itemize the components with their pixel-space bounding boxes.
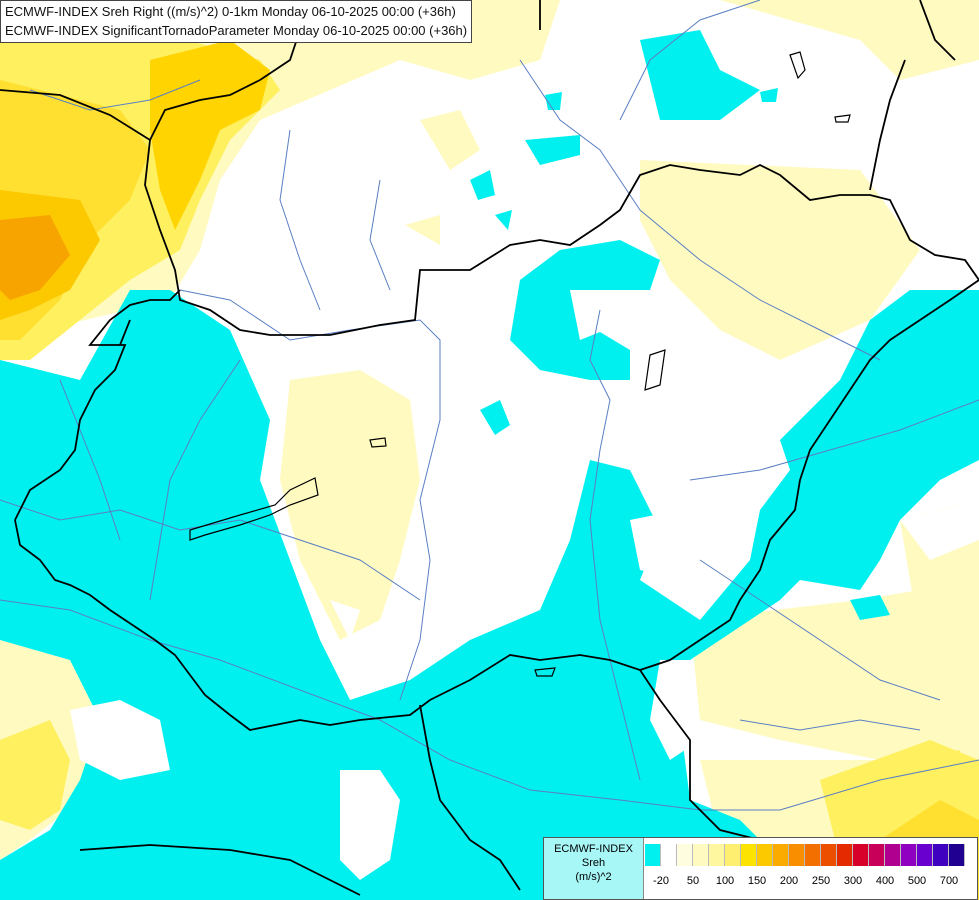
legend-swatch [709, 844, 725, 866]
legend-swatch [661, 844, 677, 866]
map-title-box: ECMWF-INDEX Sreh Right ((m/s)^2) 0-1km M… [0, 0, 473, 43]
legend-swatch [789, 844, 805, 866]
legend-tick-label: 200 [779, 875, 799, 887]
legend-swatch [853, 844, 869, 866]
color-legend: ECMWF-INDEX Sreh (m/s)^2 -20 50 100 150 200 2… [543, 837, 978, 900]
legend-swatch [949, 844, 965, 866]
legend-tick-label: 500 [907, 875, 927, 887]
legend-unit: (m/s)^2 [575, 871, 612, 883]
legend-swatch [901, 844, 917, 866]
legend-swatch [757, 844, 773, 866]
legend-swatch [645, 844, 661, 866]
legend-swatch [933, 844, 949, 866]
legend-tick-label: 50 [686, 875, 700, 887]
legend-tick-label: 100 [715, 875, 735, 887]
legend-tick-label: 700 [939, 875, 959, 887]
legend-tick-label: 400 [875, 875, 895, 887]
legend-tick-label: -20 [653, 875, 669, 887]
legend-swatch [837, 844, 853, 866]
legend-swatch [677, 844, 693, 866]
legend-swatch [821, 844, 837, 866]
legend-tick-label: 300 [843, 875, 863, 887]
rivers [0, 0, 979, 811]
legend-ticks: -20 50 100 150 200 250 300 400 500 700 [645, 875, 975, 891]
legend-swatch [773, 844, 789, 866]
legend-swatch [725, 844, 741, 866]
legend-title: ECMWF-INDEX [554, 843, 633, 855]
legend-variable: Sreh [581, 857, 606, 869]
legend-swatch [741, 844, 757, 866]
legend-swatch [917, 844, 933, 866]
legend-swatch [869, 844, 885, 866]
legend-label-box: ECMWF-INDEX Sreh (m/s)^2 [544, 838, 644, 899]
legend-swatch [885, 844, 901, 866]
legend-swatch [805, 844, 821, 866]
legend-swatch [693, 844, 709, 866]
lakes [189, 51, 851, 677]
map-title-line-1: ECMWF-INDEX Sreh Right ((m/s)^2) 0-1km M… [5, 4, 456, 19]
legend-swatches [645, 844, 965, 866]
legend-tick-label: 150 [747, 875, 767, 887]
legend-tick-label: 250 [811, 875, 831, 887]
map-title-line-2: ECMWF-INDEX SignificantTornadoParameter … [5, 23, 468, 38]
sreh-white-holes [70, 290, 979, 880]
